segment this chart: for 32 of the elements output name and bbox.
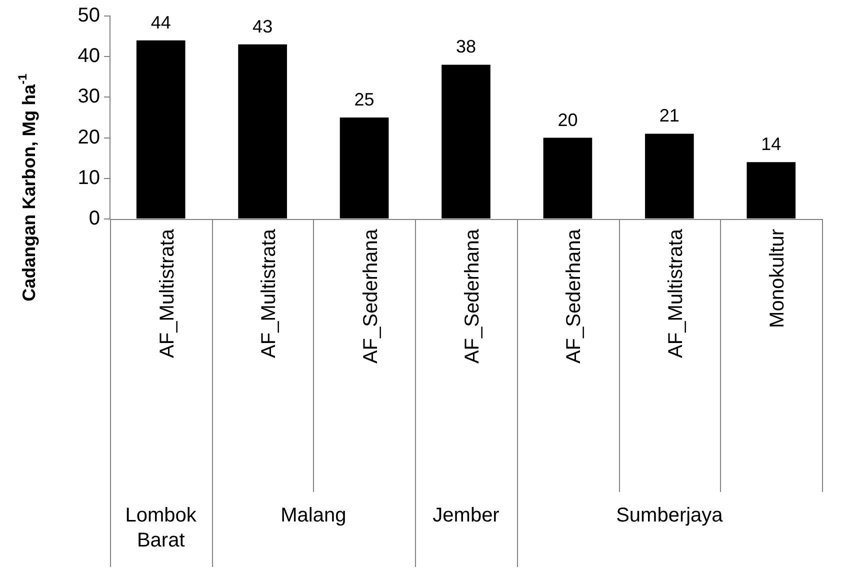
y-tick-label: 10 — [78, 166, 100, 189]
text: Malang — [280, 504, 346, 527]
data-label: 43 — [252, 16, 273, 36]
bar — [238, 44, 287, 218]
y-tick-label: 50 — [78, 4, 100, 27]
data-label: 25 — [354, 89, 374, 110]
bar — [645, 134, 694, 218]
x-tick-label: AF_Sederhana — [462, 228, 484, 364]
text: Sumberjaya — [616, 504, 724, 527]
data-label: 20 — [558, 110, 578, 130]
bar — [340, 118, 389, 218]
y-tick-label: 0 — [88, 208, 100, 230]
x-tick-label: AF_Sederhana — [563, 228, 586, 364]
data-label: 14 — [761, 134, 782, 154]
x-tick-label: AF_Multistrata — [156, 228, 178, 358]
x-tick-label: AF_Sederhana — [360, 228, 382, 364]
bar — [746, 162, 796, 218]
text: Lombok Barat — [125, 504, 198, 552]
data-label: 38 — [456, 36, 476, 57]
y-tick-label: 30 — [78, 86, 100, 108]
x-tick-label: Monokultur — [766, 228, 789, 328]
data-label: 21 — [659, 106, 680, 126]
y-tick-label: 40 — [78, 45, 100, 68]
y-tick-label: 20 — [78, 126, 100, 148]
text: Jember — [432, 504, 500, 527]
bar — [136, 40, 186, 218]
y-axis-title: Cadangan Karbon, Mg ha-1 — [15, 73, 39, 302]
bar — [442, 64, 490, 218]
x-tick-label: AF_Multistrata — [258, 228, 280, 358]
bar — [543, 138, 592, 218]
data-label: 44 — [150, 12, 171, 32]
x-tick-label: AF_Multistrata — [664, 228, 687, 358]
